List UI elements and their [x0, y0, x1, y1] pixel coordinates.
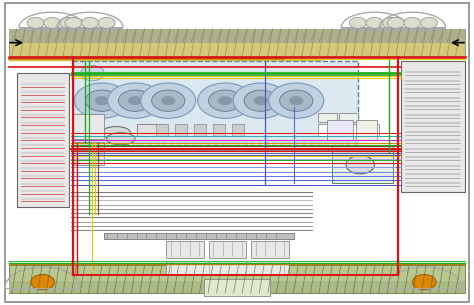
Bar	[137, 124, 164, 136]
Circle shape	[280, 90, 313, 111]
Bar	[356, 120, 377, 140]
Bar	[17, 73, 69, 207]
Bar	[9, 281, 465, 293]
Bar	[73, 114, 104, 139]
Bar	[175, 124, 187, 136]
Ellipse shape	[102, 127, 130, 139]
Bar	[9, 29, 465, 56]
Bar	[251, 241, 289, 258]
Circle shape	[412, 274, 436, 290]
Circle shape	[420, 17, 438, 28]
Bar	[9, 29, 465, 43]
Bar	[332, 146, 393, 183]
Circle shape	[74, 83, 129, 118]
Circle shape	[85, 90, 118, 111]
Bar	[327, 120, 353, 140]
Circle shape	[346, 156, 374, 174]
Bar	[360, 124, 379, 136]
Bar	[213, 124, 225, 136]
Bar	[166, 261, 289, 274]
Bar	[401, 61, 465, 192]
Circle shape	[95, 96, 109, 105]
Bar	[318, 113, 337, 122]
Circle shape	[27, 17, 44, 28]
Circle shape	[98, 17, 115, 28]
Bar	[166, 241, 204, 258]
Circle shape	[81, 66, 104, 81]
Bar	[318, 124, 337, 136]
Circle shape	[366, 17, 383, 28]
Circle shape	[387, 17, 404, 28]
Ellipse shape	[107, 133, 135, 145]
Bar	[104, 233, 294, 239]
Circle shape	[289, 96, 303, 105]
Circle shape	[128, 96, 142, 105]
Bar	[232, 124, 244, 136]
Bar	[73, 61, 358, 143]
Circle shape	[209, 90, 242, 111]
Circle shape	[269, 83, 324, 118]
Bar	[9, 265, 465, 293]
Circle shape	[404, 17, 421, 28]
Circle shape	[65, 17, 82, 28]
Bar	[339, 124, 358, 136]
Circle shape	[244, 90, 277, 111]
Circle shape	[31, 274, 55, 290]
Circle shape	[233, 83, 288, 118]
Circle shape	[82, 17, 99, 28]
Circle shape	[198, 83, 253, 118]
Bar	[194, 124, 206, 136]
Circle shape	[118, 90, 152, 111]
Circle shape	[383, 17, 400, 28]
Circle shape	[218, 96, 232, 105]
Bar	[204, 279, 270, 296]
Bar	[156, 124, 168, 136]
Bar	[57, 27, 123, 30]
Circle shape	[349, 17, 366, 28]
Bar	[209, 241, 246, 258]
Circle shape	[152, 90, 185, 111]
Bar	[73, 142, 104, 165]
Bar	[379, 27, 446, 30]
Circle shape	[44, 17, 61, 28]
Circle shape	[60, 17, 77, 28]
Bar	[339, 113, 358, 122]
Circle shape	[141, 83, 196, 118]
Circle shape	[254, 96, 268, 105]
Bar	[19, 27, 85, 30]
Circle shape	[108, 83, 163, 118]
Circle shape	[161, 96, 175, 105]
Bar	[341, 27, 408, 30]
